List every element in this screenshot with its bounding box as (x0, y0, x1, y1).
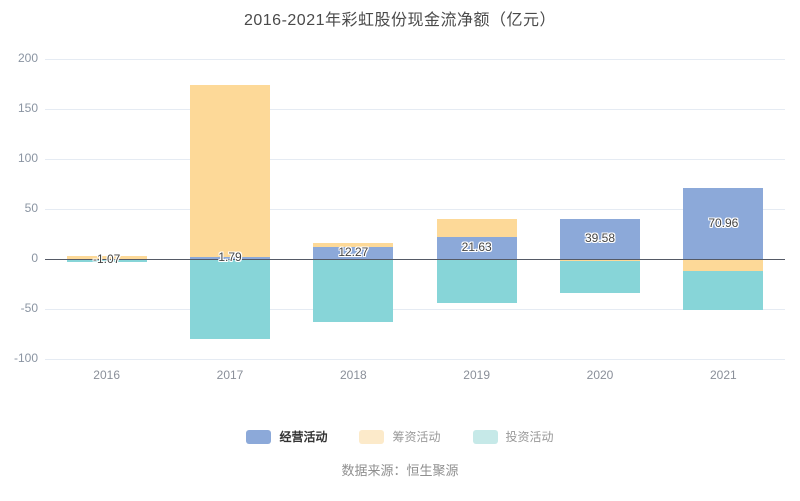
bar-segment-经营活动-2018[interactable] (313, 246, 394, 259)
y-axis-tick-label: 100 (17, 151, 38, 165)
bar-value-label-2019: 21.63 (461, 240, 492, 255)
bar-segment-投资活动-2018[interactable] (313, 259, 394, 322)
bar-value-label-2018: 12.27 (338, 244, 369, 259)
bar-segment-投资活动-2021[interactable] (683, 271, 764, 310)
y-axis-tick-label: -50 (20, 301, 38, 315)
y-axis-tick-label: 50 (24, 201, 38, 215)
data-source-note: 数据来源：恒生聚源 (341, 463, 459, 478)
gridline (45, 59, 785, 60)
x-axis-tick-label-2018: 2018 (339, 368, 367, 382)
bar-segment-筹资活动-2021[interactable] (683, 259, 764, 271)
legend-swatch-icon (359, 429, 385, 444)
legend-item-2[interactable]: 投资活动 (472, 428, 554, 445)
y-axis-tick-label: -100 (13, 351, 38, 365)
bar-segment-投资活动-2020[interactable] (560, 260, 640, 293)
legend-swatch-icon (472, 429, 498, 444)
bar-value-label-2017: 1.79 (218, 250, 242, 265)
gridline (45, 359, 785, 360)
gridline (45, 109, 785, 110)
gridline (45, 159, 785, 160)
bar-segment-筹资活动-2018[interactable] (313, 243, 394, 247)
bar-segment-经营活动-2021[interactable] (683, 188, 764, 259)
bar-segment-筹资活动-2016[interactable] (66, 256, 147, 259)
bar-segment-筹资活动-2019[interactable] (436, 218, 517, 238)
legend-label: 筹资活动 (392, 430, 441, 444)
x-axis-tick-label-2019: 2019 (463, 368, 490, 382)
bar-segment-经营活动-2020[interactable] (560, 219, 640, 259)
legend-swatch-icon (246, 429, 272, 444)
legend-label: 投资活动 (505, 430, 554, 444)
x-axis-tick-label-2020: 2020 (586, 368, 614, 382)
bar-value-label-2016: -1.07 (92, 251, 121, 266)
bar-segment-经营活动-2017[interactable] (190, 257, 270, 259)
y-axis-tick-label: 150 (17, 101, 38, 115)
bar-segment-投资活动-2019[interactable] (436, 259, 517, 303)
bar-value-label-2020: 39.58 (584, 231, 616, 246)
plot-area: 200 150 100 50 0 -50 -100 -1.07 1.79 12.27 21.63 39… (13, 51, 785, 382)
bar-segment-筹资活动-2017[interactable] (190, 84, 270, 258)
x-axis-tick-label-2021: 2021 (709, 368, 737, 382)
zero-axis-line (45, 259, 785, 260)
legend-item-1[interactable]: 筹资活动 (359, 428, 441, 445)
x-axis-tick-label-2016: 2016 (93, 368, 120, 382)
y-axis-tick-label: 0 (31, 251, 38, 265)
gridline (45, 209, 785, 210)
legend-label: 经营活动 (279, 430, 328, 444)
bar-segment-投资活动-2017[interactable] (190, 259, 270, 339)
bar-segment-投资活动-2016[interactable] (66, 260, 147, 262)
x-axis-tick-label-2017: 2017 (216, 368, 244, 382)
legend: 经营活动 筹资活动 投资活动 (0, 428, 800, 445)
chart-title: 2016-2021年彩虹股份现金流净额（亿元） (243, 12, 557, 29)
bar-segment-经营活动-2019[interactable] (436, 237, 517, 259)
legend-item-0[interactable]: 经营活动 (246, 428, 327, 445)
bar-value-label-2021: 70.96 (708, 215, 739, 230)
gridline (45, 309, 785, 310)
y-axis-tick-label: 200 (17, 51, 38, 65)
